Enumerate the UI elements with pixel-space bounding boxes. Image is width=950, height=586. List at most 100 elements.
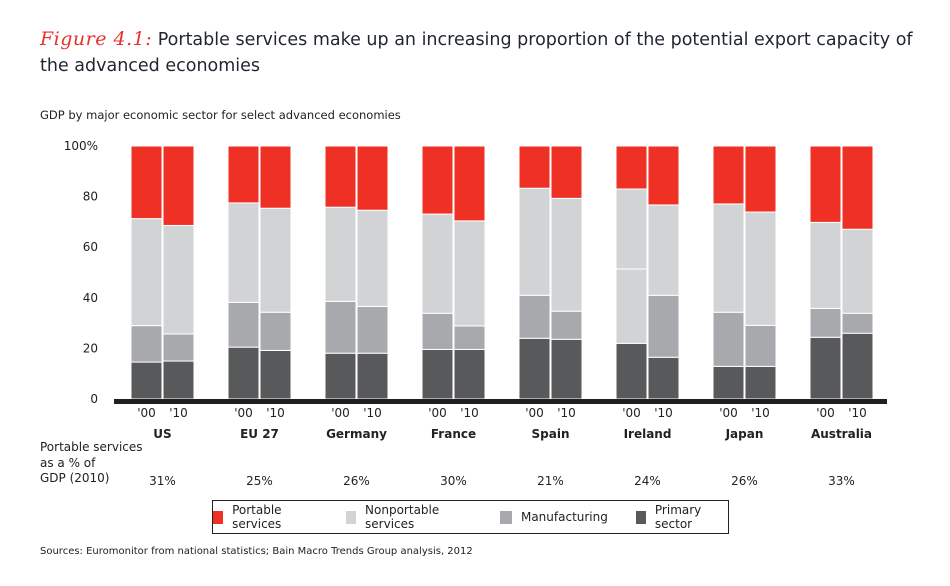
y-tick-label: 20 [83,341,98,355]
x-year-label: '10 [557,406,576,420]
bar-segment-portable [162,145,195,226]
bar-segment-manufacturing [227,301,260,348]
bar-segment-primary [518,337,551,400]
bar-segment-portable [647,145,680,206]
x-category-label: EU 27 [240,427,279,441]
legend-label: Manufacturing [520,510,608,524]
x-category-label: Australia [811,427,872,441]
bar-segment-manufacturing [324,300,357,354]
bar-segment-primary [744,365,777,400]
bar-segment-nonportable [162,224,195,335]
x-year-label: '10 [363,406,382,420]
y-tick-label: 40 [83,291,98,305]
bar-segment-primary [647,356,680,400]
x-category-label: Spain [532,427,570,441]
bar-segment-nonportable [324,206,357,302]
bar-segment-primary [615,342,648,400]
chart-subtitle: GDP by major economic sector for select … [40,108,401,122]
bar-segment-nonportable [453,220,486,327]
x-category-label: Japan [725,427,764,441]
portable-share-value: 31% [149,474,176,488]
bar-segment-manufacturing [841,312,874,334]
y-tick-label: 100% [64,139,98,153]
x-year-label: '10 [848,406,867,420]
bar-segment-nonportable [841,228,874,314]
bar-segment-primary [841,332,874,400]
bar-segment-primary [421,348,454,400]
portable-share-row-label: Portable services as a % of GDP (2010) [40,440,143,487]
legend-item-portable: Portable services [213,503,318,531]
x-axis-line [114,399,887,404]
bar-segment-primary [356,352,389,400]
x-year-label: '00 [428,406,447,420]
bar-segment-primary [130,361,163,400]
bar-segment-primary [227,346,260,400]
bar-segment-portable [841,145,874,230]
x-category-label: US [153,427,171,441]
bar-segment-manufacturing [518,294,551,339]
bar-segment-portable [615,145,648,190]
bar-segment-portable [550,145,583,199]
bar-segment-portable [744,145,777,213]
bar-segment-nonportable [518,187,551,296]
x-year-label: '10 [460,406,479,420]
bar-segment-nonportable [259,207,292,313]
source-note: Sources: Euromonitor from national stati… [40,546,473,557]
legend-label: Primary sector [654,503,702,531]
x-year-label: '10 [751,406,770,420]
bar-segment-primary [809,336,842,400]
bar-segment-nonportable [809,221,842,309]
portable-share-value: 30% [440,474,467,488]
legend-swatch-portable [213,510,224,524]
chart-legend: Portable services Nonportable services M… [212,500,729,534]
y-tick-label: 0 [90,392,98,406]
portable-share-value: 25% [246,474,273,488]
bar-segment-portable [712,145,745,205]
bar-segment-manufacturing [809,307,842,338]
bar-segment-primary [453,348,486,400]
legend-swatch-manufacturing [499,510,512,524]
x-category-label: France [431,427,476,441]
x-year-label: '00 [525,406,544,420]
chart-title: Figure 4.1: Portable services make up an… [40,26,920,79]
legend-swatch-nonportable [345,510,357,524]
y-tick-label: 60 [83,240,98,254]
bar-segment-primary [162,360,195,400]
bar-segment-primary [324,352,357,400]
x-year-label: '00 [816,406,835,420]
bar-segment-manufacturing [421,312,454,350]
bar-segment-manufacturing [356,305,389,354]
bar-segment-portable [259,145,292,209]
title-text: Portable services make up an increasing … [40,30,913,76]
portable-share-value: 26% [343,474,370,488]
bar-segment-nonportable [615,188,648,270]
portable-share-value: 24% [634,474,661,488]
legend-swatch-primary [635,510,646,524]
bar-segment-manufacturing [744,324,777,367]
row-label-line-2: as a % of [40,455,96,470]
bar-segment-nonportable [712,203,745,313]
bar-segment-portable [453,145,486,222]
legend-label: Portable services [232,503,282,531]
x-year-label: '00 [331,406,350,420]
x-year-label: '00 [234,406,253,420]
bar-segment-nonportable [356,209,389,307]
bar-segment-manufacturing [712,311,745,367]
bar-segment-manufacturing [647,294,680,358]
bar-segment-nonportable [227,202,260,303]
bar-segment-nonportable [744,211,777,326]
portable-share-value: 21% [537,474,564,488]
legend-item-primary: Primary sector [635,503,728,531]
x-year-label: '00 [719,406,738,420]
bar-segment-manufacturing [259,311,292,351]
bar-segment-manufacturing [130,325,163,363]
bar-segment-portable [518,145,551,189]
bar-segment-nonportable [550,197,583,312]
x-year-label: '10 [654,406,673,420]
bar-segment-portable [324,145,357,208]
bar-segment-primary [550,338,583,400]
bar-segment-manufacturing [453,325,486,350]
x-year-label: '00 [622,406,641,420]
portable-share-value: 33% [828,474,855,488]
stacked-bar-chart: 0 20 40 60 80 100% '00 '10 US 31% '00 '10 EU 27 25% '0… [64,139,887,488]
